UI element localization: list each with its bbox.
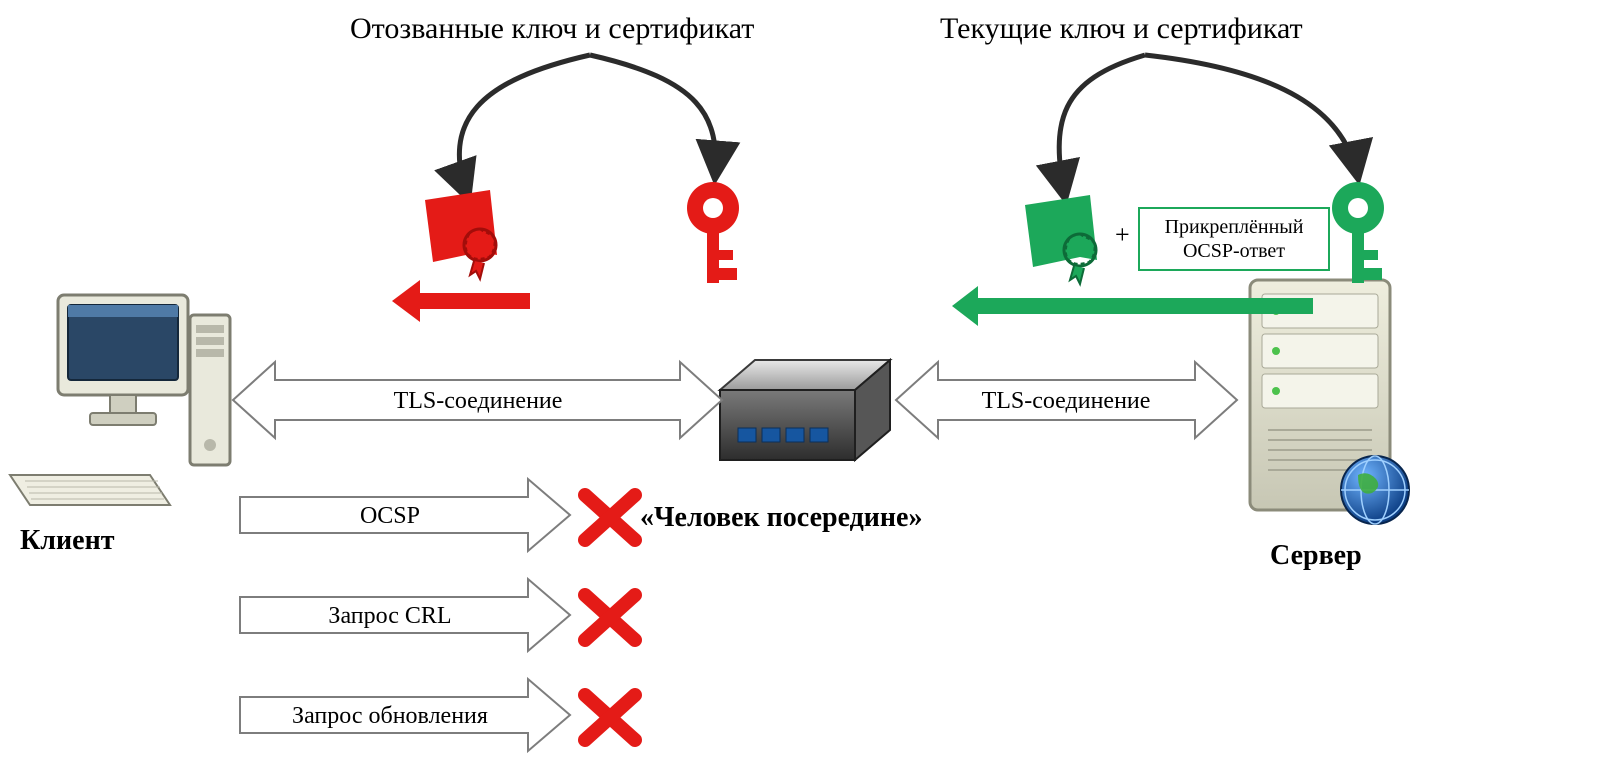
revoked-key-icon [687, 182, 739, 283]
revoked-mini-arrow [392, 280, 530, 322]
tls-left-text: TLS-соединение [394, 388, 563, 414]
crl-text: Запрос CRL [328, 603, 451, 629]
client-icon [10, 295, 230, 505]
cross-ocsp [585, 495, 635, 540]
ocsp-text: OCSP [360, 503, 420, 529]
update-text: Запрос обновления [292, 703, 488, 729]
server-icon [1250, 280, 1409, 524]
mitm-icon [720, 360, 890, 460]
diagram-stage: Отозванные ключ и сертификат Текущие клю… [0, 0, 1600, 769]
tls-right-text: TLS-соединение [982, 388, 1151, 414]
revoked-cert-icon [425, 190, 497, 279]
pointer-arrows-current [1059, 55, 1358, 198]
svg-layer: TLS-соединение TLS-соединение OCSP Запро… [0, 0, 1600, 769]
valid-key-icon [1332, 182, 1384, 283]
pointer-arrows-revoked [459, 55, 715, 198]
cross-update [585, 695, 635, 740]
cross-crl [585, 595, 635, 640]
valid-cert-icon [1025, 195, 1097, 284]
